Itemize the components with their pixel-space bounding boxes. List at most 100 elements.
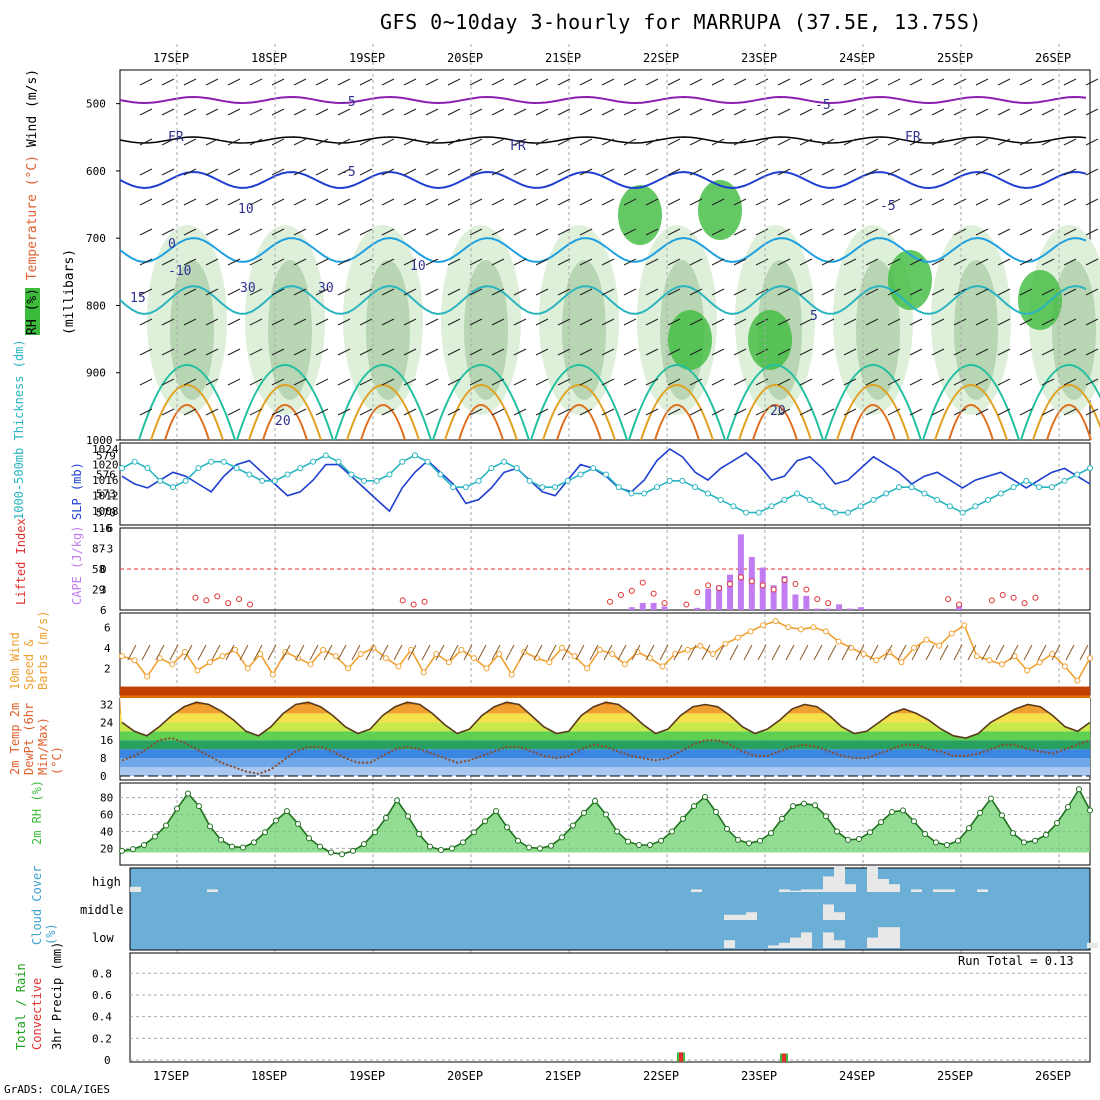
- wind-barb: [579, 348, 593, 356]
- thickness-line-point: [997, 490, 1004, 497]
- rh2m-line-point: [757, 837, 763, 844]
- wind-barb: [381, 168, 395, 176]
- wind10m-barb: [491, 644, 501, 661]
- rh2m-line-point: [339, 851, 345, 858]
- wind-barb: [183, 408, 197, 416]
- wind-barb: [205, 228, 219, 236]
- wind-barb: [997, 318, 1011, 326]
- wind-barb: [359, 288, 373, 296]
- wind-barb: [513, 258, 527, 266]
- cape-bar: [803, 595, 810, 610]
- wind-barb: [1019, 198, 1033, 206]
- top-day-label: 24SEP: [839, 51, 875, 65]
- thickness-line-point: [1087, 465, 1093, 472]
- thickness-line-point: [1036, 484, 1043, 491]
- wind-barb: [1063, 78, 1077, 86]
- wind10m-barb: [967, 644, 977, 661]
- wind-barb: [997, 378, 1011, 386]
- bottom-day-label: 22SEP: [643, 1069, 679, 1083]
- wind-barb: [535, 288, 549, 296]
- wind-barb: [645, 378, 659, 386]
- wind-barb: [975, 258, 989, 266]
- wind-barb: [711, 378, 725, 386]
- rh-area-high: [888, 250, 932, 310]
- wind10m-barb: [953, 644, 963, 661]
- rh2m-line-point: [416, 830, 422, 837]
- cape-tick: 58: [92, 563, 105, 576]
- wind-barb: [359, 198, 373, 206]
- li-point: [814, 596, 821, 603]
- rh-area-mid: [562, 260, 606, 400]
- temp2m-tick: 0: [100, 770, 107, 783]
- wind10m-barb: [1079, 644, 1089, 661]
- wind-barb: [1085, 258, 1099, 266]
- wind-barb: [623, 408, 637, 416]
- wind10m-line-point: [232, 646, 239, 653]
- wind-barb: [667, 78, 681, 86]
- wind10m-barb: [281, 644, 291, 661]
- wind-barb: [579, 198, 593, 206]
- wind-barb: [381, 408, 395, 416]
- wind-barb: [139, 108, 153, 116]
- cloud-cell: [834, 866, 845, 892]
- wind-barb: [733, 318, 747, 326]
- wind-barb: [953, 318, 967, 326]
- rh-area-mid: [954, 260, 998, 400]
- wind-barb: [271, 108, 285, 116]
- wind-barb: [513, 348, 527, 356]
- thickness-line-point: [399, 458, 406, 465]
- wind-barb: [557, 288, 571, 296]
- thickness-line-point: [768, 503, 775, 510]
- wind-barb: [425, 138, 439, 146]
- contour-20: [726, 364, 824, 441]
- wind-barb: [579, 258, 593, 266]
- wind-barb: [491, 198, 505, 206]
- cloud-cell: [724, 940, 735, 948]
- thickness-line-point: [411, 452, 418, 459]
- top-day-label: 26SEP: [1035, 51, 1071, 65]
- rh2m-line-point: [460, 839, 466, 846]
- wind-barb: [909, 378, 923, 386]
- wind-barb: [601, 288, 615, 296]
- wind10m-line-point: [973, 653, 980, 660]
- wind10m-line-point: [194, 667, 201, 674]
- wind10m-line-point: [584, 665, 591, 672]
- rh-area-mid: [464, 260, 508, 400]
- wind-barb: [1019, 288, 1033, 296]
- wind-barb: [667, 258, 681, 266]
- li-point: [737, 574, 744, 581]
- wind10m-barb: [127, 644, 137, 661]
- wind10m-line-point: [986, 657, 993, 664]
- wind-barb: [491, 228, 505, 236]
- cape-bar: [847, 608, 853, 610]
- rh2m-line-point: [790, 803, 796, 810]
- wind-barb: [601, 318, 615, 326]
- wind-barb: [557, 408, 571, 416]
- wind-barb: [1085, 408, 1099, 416]
- rh2m-line-point: [306, 835, 312, 842]
- wind-barb: [293, 408, 307, 416]
- wind-barb: [953, 408, 967, 416]
- wind10m-barb: [687, 644, 697, 661]
- wind-barb: [139, 318, 153, 326]
- thickness-line-point: [1048, 484, 1055, 491]
- wind-barb: [1063, 408, 1077, 416]
- wind-barb: [1019, 138, 1033, 146]
- wind-barb: [271, 408, 285, 416]
- thickness-line-point: [119, 465, 125, 472]
- wind-barb: [205, 348, 219, 356]
- rh2m-line-point: [119, 847, 125, 854]
- rh2m-line-point: [372, 829, 378, 836]
- wind-barb: [865, 228, 879, 236]
- wind-barb: [359, 78, 373, 86]
- li-point: [956, 601, 963, 608]
- thickness-tick: 570: [96, 507, 116, 520]
- wind-barb: [975, 348, 989, 356]
- wind-barb: [337, 378, 351, 386]
- thickness-tick: 579: [96, 449, 116, 462]
- wind-barb: [821, 348, 835, 356]
- thickness-tick: 573: [96, 488, 116, 501]
- thickness-line-point: [628, 490, 635, 497]
- cape-bar: [737, 534, 744, 610]
- cloud-cell: [735, 914, 746, 920]
